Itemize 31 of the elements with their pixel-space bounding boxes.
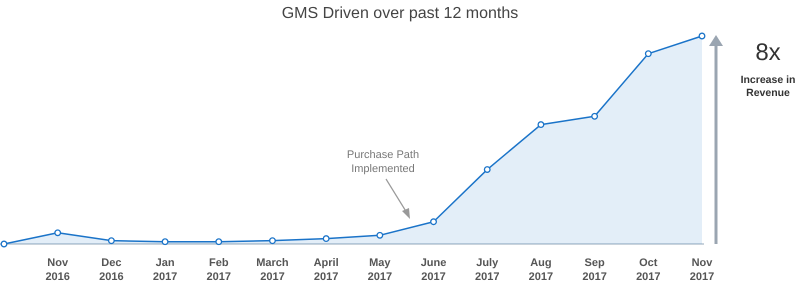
x-tick-label: April 2017 <box>314 257 339 282</box>
point <box>322 235 330 242</box>
text: Increase in Revenue <box>740 74 796 99</box>
x-tick-label: Oct 2017 <box>636 257 661 282</box>
x-tick-label: Aug 2017 <box>528 257 554 282</box>
point <box>162 238 169 246</box>
point <box>537 121 544 128</box>
point <box>54 229 62 236</box>
point <box>591 112 598 120</box>
point <box>430 218 437 226</box>
point <box>376 232 384 239</box>
point <box>484 166 491 173</box>
x-tick-label: Nov 2017 <box>690 257 714 282</box>
x-tick-label: March 2017 <box>256 257 289 282</box>
x-tick-label: Nov 2016 <box>45 257 70 282</box>
x-tick-label: Feb 2017 <box>206 257 232 282</box>
point <box>215 238 222 246</box>
point <box>0 240 8 248</box>
point <box>644 50 652 58</box>
x-tick-label: July 2017 <box>474 257 500 282</box>
x-tick-label: Sep 2017 <box>582 257 607 282</box>
x-tick-label: May 2017 <box>368 257 392 282</box>
chart-title: GMS Driven over past 12 months <box>282 5 518 22</box>
text: 8x <box>755 39 781 66</box>
point <box>269 237 276 244</box>
point <box>698 32 706 40</box>
point <box>108 237 115 244</box>
annotation: Purchase Path Implemented <box>346 149 420 175</box>
x-tick-label: Dec 2016 <box>99 257 124 282</box>
x-tick-label: Jan 2017 <box>152 257 178 282</box>
x-tick-label: June 2017 <box>420 257 446 282</box>
